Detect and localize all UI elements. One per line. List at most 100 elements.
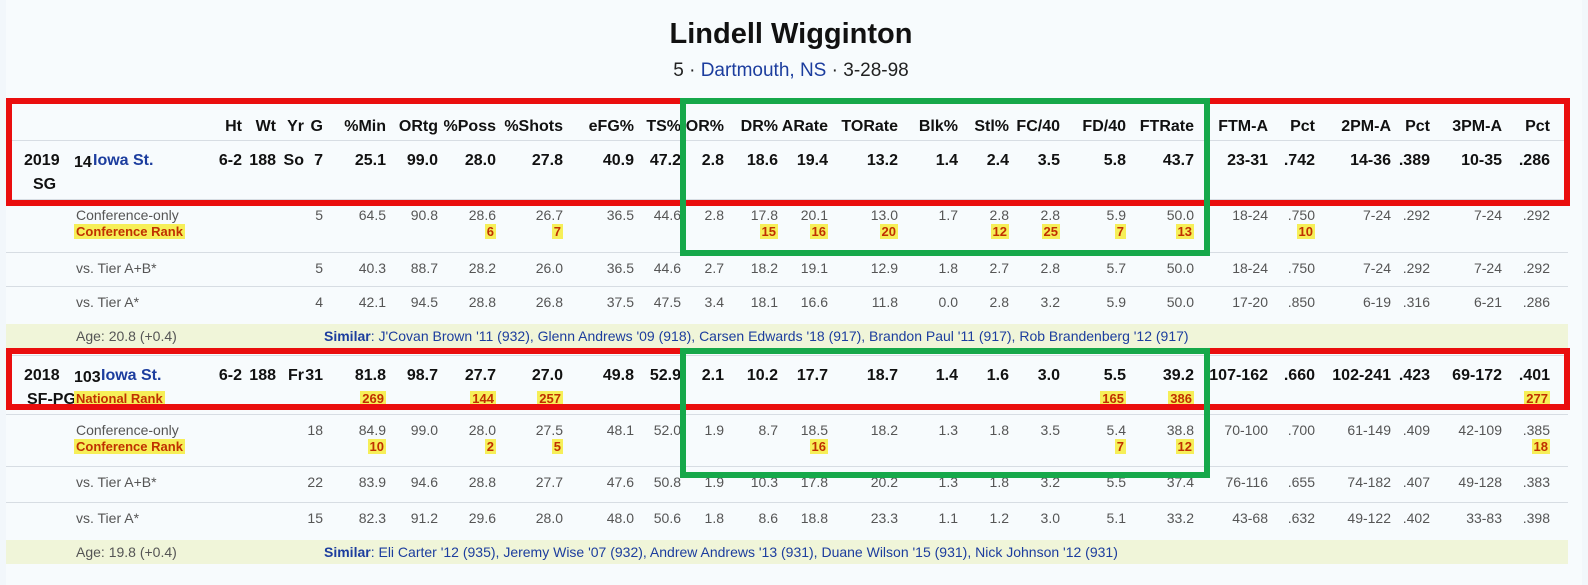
split-value: 2.8 bbox=[989, 207, 1009, 223]
row-divider bbox=[6, 502, 1568, 503]
rank-badge: 5 bbox=[551, 439, 563, 454]
split-value: 18.8 bbox=[800, 510, 828, 526]
national-rank-label: National Rank bbox=[74, 391, 165, 406]
team-rank-number: 103 bbox=[74, 369, 101, 386]
col-header: Pct bbox=[1290, 118, 1315, 135]
player-subtitle: 5 · Dartmouth, NS · 3-28-98 bbox=[6, 60, 1576, 82]
split-row: vs. Tier A+B* 5 40.3 88.7 28.2 26.0 36.5 44.6 2.… bbox=[6, 260, 1568, 290]
stat-value: 27.7 bbox=[464, 367, 496, 384]
rank-badge: 277 bbox=[1524, 391, 1550, 406]
split-label: Conference-only bbox=[76, 207, 179, 223]
split-value: 1.9 bbox=[704, 474, 724, 490]
split-value: 52.0 bbox=[653, 422, 681, 438]
split-value: 90.8 bbox=[410, 207, 438, 223]
hometown-link[interactable]: Dartmouth, NS bbox=[700, 60, 827, 81]
split-row: vs. Tier A+B* 22 83.9 94.6 28.8 27.7 47.6 50.8 1… bbox=[6, 474, 1568, 504]
split-value: 5.5 bbox=[1106, 474, 1126, 490]
col-header: %Min bbox=[344, 118, 386, 135]
stat-value: 27.8 bbox=[531, 152, 563, 169]
season-position: SF-PG bbox=[27, 391, 76, 408]
split-value: 2.8 bbox=[989, 294, 1009, 310]
stat-value: 81.8 bbox=[354, 367, 386, 384]
stat-value: 102-241 bbox=[1332, 367, 1391, 384]
split-value: 70-100 bbox=[1224, 422, 1268, 438]
split-value: 18-24 bbox=[1232, 207, 1268, 223]
split-value: 18.2 bbox=[750, 260, 778, 276]
similar-list[interactable]: : J'Covan Brown '11 (932), Glenn Andrews… bbox=[370, 328, 1189, 344]
split-value: 1.1 bbox=[938, 510, 958, 526]
split-label: vs. Tier A* bbox=[76, 294, 140, 310]
stat-value: 18.6 bbox=[746, 152, 778, 169]
split-value: 28.2 bbox=[468, 260, 496, 276]
season-year: 2019 bbox=[24, 152, 60, 169]
split-value: 82.3 bbox=[358, 510, 386, 526]
split-value: 1.2 bbox=[989, 510, 1009, 526]
split-value: 28.8 bbox=[468, 474, 496, 490]
split-value: 26.8 bbox=[535, 294, 563, 310]
split-value: 28.6 bbox=[468, 207, 496, 223]
col-header: G bbox=[310, 118, 323, 135]
split-value: 1.3 bbox=[938, 474, 958, 490]
split-value: 33.2 bbox=[1166, 510, 1194, 526]
split-value: 2.7 bbox=[989, 260, 1009, 276]
stat-value: 31 bbox=[305, 367, 323, 384]
stat-value: 13.2 bbox=[866, 152, 898, 169]
col-header: eFG% bbox=[588, 118, 634, 135]
split-value: .655 bbox=[1287, 474, 1315, 490]
season-row: 2018 SF-PG 103 Iowa St. National Rank 6-2 188 F… bbox=[6, 367, 1568, 408]
similar-row: Age: 20.8 (+0.4) Similar: J'Covan Brown '… bbox=[6, 324, 1568, 348]
stat-value: 17.7 bbox=[796, 367, 828, 384]
col-header: %Shots bbox=[504, 118, 563, 135]
stat-value: 188 bbox=[249, 367, 276, 384]
rank-badge: 12 bbox=[990, 224, 1009, 239]
stat-value: 188 bbox=[249, 152, 276, 169]
season-year: 2018 bbox=[24, 367, 60, 384]
col-header: 2PM-A bbox=[1341, 118, 1391, 135]
split-value: 26.0 bbox=[535, 260, 563, 276]
split-value: 37.4 bbox=[1166, 474, 1194, 490]
split-value: 44.6 bbox=[653, 207, 681, 223]
rank-badge: 15 bbox=[759, 224, 778, 239]
similar-label[interactable]: Similar bbox=[324, 328, 371, 344]
similar-list[interactable]: : Eli Carter '12 (935), Jeremy Wise '07 … bbox=[370, 544, 1118, 560]
team-link[interactable]: Iowa St. bbox=[101, 367, 162, 384]
split-value: 5.7 bbox=[1106, 260, 1126, 276]
split-value: 94.5 bbox=[410, 294, 438, 310]
season-position: SG bbox=[33, 176, 57, 193]
stat-value: 10-35 bbox=[1461, 152, 1502, 169]
similar-players: Similar: Eli Carter '12 (935), Jeremy Wi… bbox=[324, 544, 1118, 560]
row-divider bbox=[6, 414, 1568, 415]
team-link[interactable]: Iowa St. bbox=[93, 152, 154, 169]
split-value: 84.9 bbox=[358, 422, 386, 438]
similar-label[interactable]: Similar bbox=[324, 544, 371, 560]
split-value: 83.9 bbox=[358, 474, 386, 490]
col-header: Pct bbox=[1525, 118, 1550, 135]
stat-value: 3.0 bbox=[1037, 367, 1060, 384]
split-value: 5.1 bbox=[1106, 510, 1126, 526]
split-value: 5.4 bbox=[1106, 422, 1126, 438]
split-value: 20.2 bbox=[870, 474, 898, 490]
split-value: 7-24 bbox=[1362, 207, 1391, 223]
col-header: DR% bbox=[740, 118, 778, 135]
split-value: .292 bbox=[1522, 260, 1550, 276]
col-header: TORate bbox=[841, 118, 898, 135]
split-value: 61-149 bbox=[1347, 422, 1391, 438]
rank-badge: 25 bbox=[1041, 224, 1060, 239]
split-value: 99.0 bbox=[410, 422, 438, 438]
stat-value: 6-2 bbox=[218, 367, 242, 384]
split-value: 4 bbox=[315, 294, 323, 310]
col-header: ORtg bbox=[398, 118, 438, 135]
player-name: Lindell Wigginton bbox=[669, 18, 913, 50]
split-value: 64.5 bbox=[358, 207, 386, 223]
split-value: 42.1 bbox=[358, 294, 386, 310]
rank-badge: 6 bbox=[484, 224, 496, 239]
col-header: Pct bbox=[1405, 118, 1430, 135]
split-value: 18.1 bbox=[750, 294, 778, 310]
col-header: FTRate bbox=[1139, 118, 1194, 135]
split-value: 3.5 bbox=[1040, 422, 1060, 438]
player-page: Lindell Wigginton 5 · Dartmouth, NS · 3-… bbox=[6, 0, 1582, 585]
split-value: 48.0 bbox=[606, 510, 634, 526]
split-value: .750 bbox=[1287, 260, 1315, 276]
stat-value: 99.0 bbox=[406, 152, 438, 169]
stat-value: 52.9 bbox=[649, 367, 681, 384]
